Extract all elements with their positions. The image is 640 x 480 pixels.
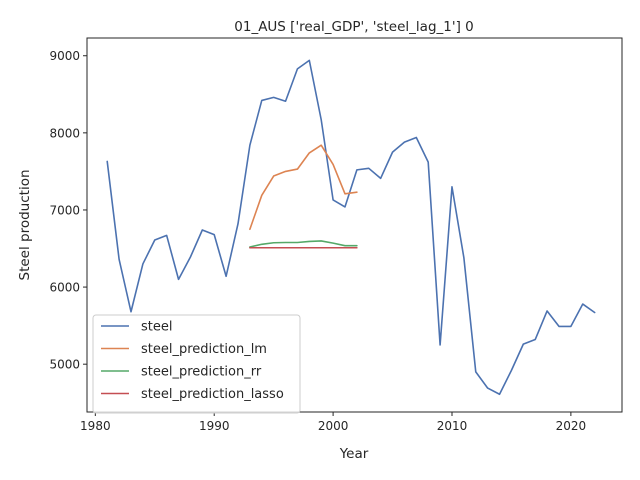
series-lines <box>106 59 596 396</box>
legend-entry-label: steel_prediction_rr <box>141 365 262 380</box>
x-tick-label: 1990 <box>199 419 230 433</box>
x-axis-label: Year <box>339 446 369 462</box>
legend-entry-label: steel <box>141 320 172 335</box>
y-tick-label: 7000 <box>49 203 80 217</box>
y-tick-label: 9000 <box>49 49 80 63</box>
y-tick-label: 8000 <box>49 126 80 140</box>
legend-box <box>92 314 301 414</box>
series-line-steel <box>106 59 596 396</box>
x-tick-label: 1980 <box>80 419 111 433</box>
plot-frame <box>86 37 623 413</box>
legend-entry-label: steel_prediction_lasso <box>141 387 284 402</box>
y-axis-label: Steel production <box>17 169 33 280</box>
y-tick-label: 6000 <box>49 281 80 295</box>
series-line-steel-prediction-rr <box>249 240 358 248</box>
y-tick-label: 5000 <box>49 358 80 372</box>
axis-ticks: 1980 1990 2000 2010 2020 5000 6000 7000 8000 9000 <box>49 49 586 433</box>
x-tick-label: 2000 <box>318 419 349 433</box>
x-tick-label: 2010 <box>437 419 468 433</box>
x-tick-label: 2020 <box>556 419 587 433</box>
legend-entry-label: steel_prediction_lm <box>141 342 267 357</box>
legend: steel steel_prediction_lm steel_prediction… <box>92 314 301 414</box>
chart-title: 01_AUS ['real_GDP', 'steel_lag_1'] 0 <box>234 19 473 35</box>
series-line-steel-prediction-lm <box>249 144 358 231</box>
